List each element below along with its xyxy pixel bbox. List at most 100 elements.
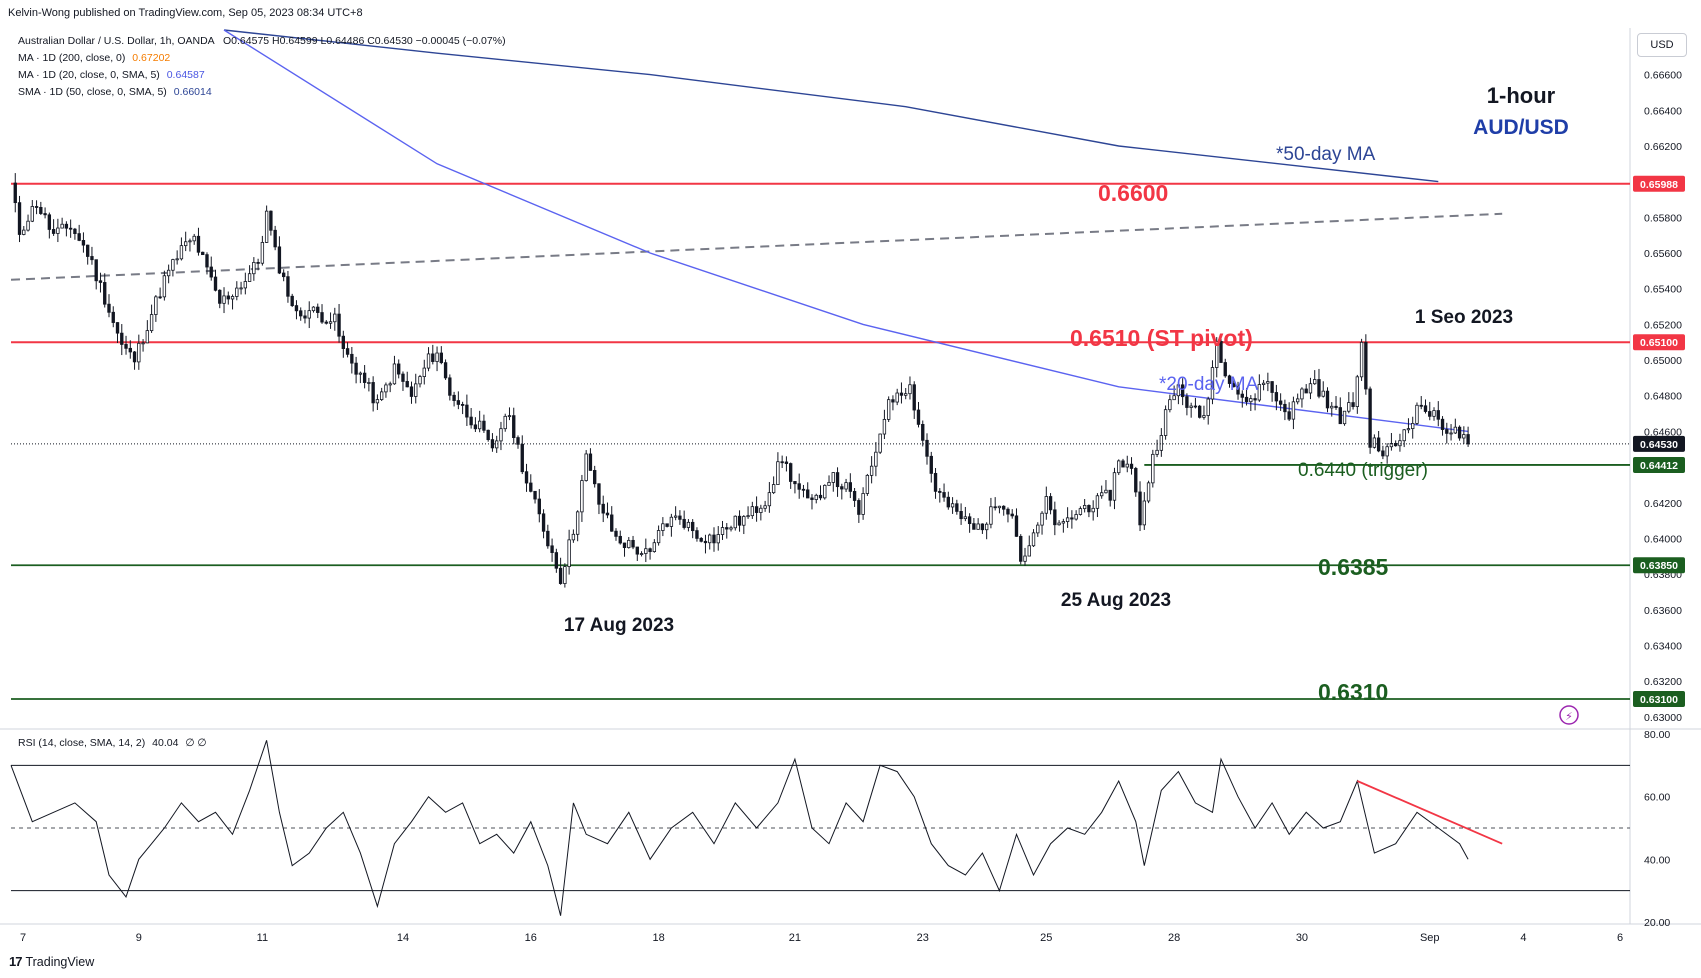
candle-body (43, 213, 47, 216)
price-axis-label: 0.63850 (1633, 557, 1685, 574)
x-tick-label: 23 (917, 932, 929, 944)
candle-body (375, 399, 380, 404)
candle-body (788, 463, 793, 482)
ma20-line (223, 29, 1469, 433)
price-axis-label: 0.65988 (1633, 175, 1685, 192)
x-tick-label: Sep (1420, 932, 1440, 944)
candle-body (205, 254, 209, 268)
candle-body (703, 540, 708, 544)
candle-body (597, 483, 601, 505)
candle-body (286, 276, 290, 297)
candle-body (115, 322, 120, 334)
candle-body (725, 527, 729, 530)
x-tick-label: 7 (20, 932, 26, 944)
candle-body (405, 381, 409, 388)
candle-body (669, 516, 674, 527)
candle-body (831, 472, 835, 483)
currency-button[interactable]: USD (1637, 33, 1687, 57)
tradingview-logo-icon: 17 (9, 954, 23, 969)
level-0644-label: 0.6440 (trigger) (1298, 460, 1428, 481)
ohlc-values: O0.64575 H0.64599 L0.64486 C0.64530 −0.0… (223, 35, 506, 47)
candle-body (260, 242, 265, 264)
candle-body (443, 362, 448, 379)
candle-body (784, 461, 789, 464)
candle-body (1104, 489, 1108, 494)
candle-body (456, 400, 461, 405)
candle-body (47, 214, 52, 230)
candle-body (209, 266, 213, 278)
candle-body (942, 492, 946, 498)
candle-body (409, 386, 414, 397)
candle-body (1057, 522, 1061, 526)
candle-body (955, 503, 959, 512)
candle-body (90, 256, 94, 261)
candle-body (239, 287, 243, 290)
candle-body (656, 530, 661, 544)
candle-body (124, 344, 128, 349)
candle-body (1364, 341, 1368, 390)
candle-body (213, 276, 218, 291)
x-tick-label: 21 (789, 932, 801, 944)
candle-body (516, 437, 520, 445)
candle-body (1087, 505, 1091, 513)
candle-body (950, 503, 955, 508)
candle-body (1168, 399, 1172, 411)
candle-body (827, 482, 831, 486)
candle-body (959, 511, 963, 520)
candle-body (401, 373, 405, 382)
candle-body (22, 229, 26, 235)
tradingview-brand[interactable]: 17 TradingView (9, 954, 94, 969)
candle-body (465, 404, 469, 418)
candle-body (929, 455, 933, 474)
candle-body (899, 392, 904, 396)
candle-body (673, 515, 678, 518)
candle-body (963, 516, 968, 520)
candle-body (81, 240, 86, 246)
candle-body (418, 376, 422, 385)
candle-body (857, 500, 861, 515)
candle-body (1185, 396, 1189, 408)
candle-body (567, 539, 571, 567)
y-tick-label: 0.65600 (1644, 248, 1682, 260)
price-axis-label-text: 0.63850 (1640, 560, 1678, 572)
candle-body (350, 353, 354, 364)
candle-body (422, 367, 426, 377)
candle-body (938, 490, 942, 493)
study-ma20-label: MA · 1D (20, close, 0, SMA, 5) (18, 69, 160, 81)
rsi-trendline (1356, 780, 1503, 845)
candle-body (771, 484, 776, 494)
candle-body (554, 552, 559, 569)
candle-body (967, 516, 972, 525)
candle-body (989, 506, 993, 525)
candle-body (533, 490, 537, 500)
y-tick-label: 0.64800 (1644, 391, 1682, 403)
candle-body (141, 342, 145, 345)
candle-body (861, 493, 865, 515)
candle-body (1334, 405, 1338, 408)
candle-body (529, 482, 533, 492)
candle-body (1070, 517, 1074, 520)
candle-body (1453, 426, 1457, 434)
study-ma200-label: MA · 1D (200, close, 0) (18, 52, 126, 64)
candle-body (1019, 535, 1023, 562)
candle-body (1457, 426, 1462, 439)
candle-body (759, 507, 763, 513)
candle-body (324, 321, 328, 324)
candle-body (1393, 443, 1398, 447)
candles (13, 173, 1470, 588)
candle-body (303, 315, 307, 319)
candle-body (137, 342, 141, 363)
candle-body (448, 377, 452, 396)
candle-body (1321, 390, 1325, 397)
candle-body (844, 482, 848, 490)
level-0660-label: 0.6600 (1098, 180, 1168, 206)
candle-body (1351, 402, 1355, 407)
y-tick-label: 0.63000 (1644, 712, 1682, 724)
candle-body (264, 210, 269, 243)
candle-body (1236, 386, 1240, 395)
candle-body (912, 384, 916, 411)
price-axis-label-bg (1633, 175, 1685, 192)
study-ma200-value: 0.67202 (132, 52, 171, 64)
candle-body (1044, 496, 1048, 514)
